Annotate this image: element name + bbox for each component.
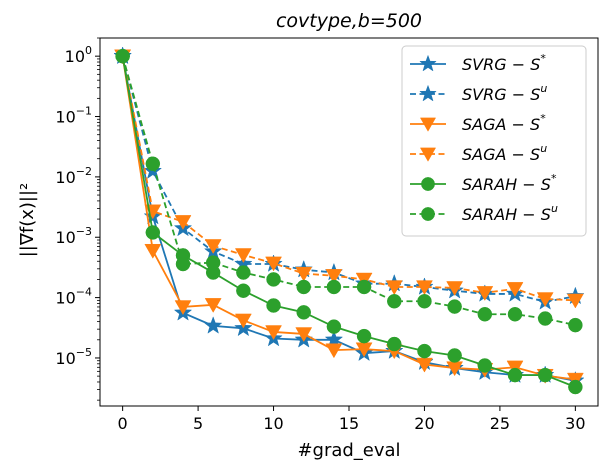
x-tick-label: 15 — [339, 414, 359, 433]
legend-label: SVRG − Su — [462, 82, 547, 104]
data-point-circle — [356, 328, 372, 344]
data-point-star — [419, 84, 437, 102]
x-tick-label: 10 — [263, 414, 283, 433]
series-sarah-star — [115, 48, 583, 395]
data-point-triangle — [295, 327, 313, 343]
series-line — [121, 56, 576, 382]
data-point-circle — [417, 343, 432, 359]
legend-item: SAGA − S* — [410, 112, 546, 134]
legend-item: SVRG − S* — [410, 52, 546, 74]
x-axis-label: #grad_eval — [297, 440, 400, 461]
data-point-circle — [568, 317, 583, 333]
data-point-triangle — [385, 280, 403, 296]
data-point-triangle — [174, 300, 192, 316]
legend-item: SAGA − Su — [410, 142, 547, 164]
series-layer — [113, 46, 585, 395]
y-axis-label: ||∇f(x)||² — [17, 183, 38, 258]
data-point-circle — [421, 207, 435, 221]
data-point-circle — [236, 283, 251, 298]
data-point-triangle — [536, 292, 554, 308]
legend-label: SVRG − S* — [462, 52, 546, 74]
series-line — [121, 55, 576, 326]
data-point-triangle — [419, 147, 437, 162]
data-point-circle — [326, 279, 342, 295]
data-point-triangle — [234, 313, 252, 329]
x-axis-ticks: 0 5 10 15 20 25 30 — [118, 406, 586, 433]
data-point-circle — [356, 279, 372, 295]
chart-title: covtype,b=500 — [276, 10, 422, 32]
data-point-circle — [115, 48, 130, 64]
x-tick-label: 20 — [414, 414, 434, 433]
data-point-triangle — [144, 243, 162, 259]
data-point-star — [203, 316, 223, 334]
y-tick-label: 10−1 — [55, 105, 92, 127]
x-tick-label: 0 — [118, 414, 128, 433]
data-point-triangle — [295, 266, 313, 282]
data-point-triangle — [419, 117, 437, 132]
x-tick-label: 25 — [490, 414, 510, 433]
series-line — [121, 56, 576, 381]
data-point-circle — [236, 265, 251, 280]
data-point-triangle — [174, 215, 192, 230]
data-point-circle — [507, 367, 523, 383]
data-point-circle — [447, 299, 462, 314]
data-point-star — [419, 54, 437, 72]
y-tick-label: 10−5 — [55, 346, 92, 368]
data-point-circle — [477, 306, 493, 322]
data-point-triangle — [204, 239, 222, 254]
legend-label: SAGA − S* — [462, 112, 546, 134]
data-point-triangle — [204, 298, 222, 313]
data-point-triangle — [416, 280, 433, 296]
data-point-circle — [568, 379, 583, 395]
legend-box — [401, 45, 587, 237]
data-point-circle — [296, 279, 311, 295]
data-point-triangle — [506, 282, 524, 297]
data-point-circle — [537, 311, 553, 326]
data-point-triangle — [566, 293, 584, 309]
data-point-circle — [537, 367, 553, 383]
legend-label: SAGA − Su — [462, 142, 547, 164]
series-sarah-u — [115, 48, 583, 333]
data-point-triangle — [476, 286, 494, 301]
legend: SVRG − S* SVRG − Su SAGA − S* SAGA − Su SARA… — [401, 45, 587, 237]
legend-item: SARAH − Su — [410, 202, 558, 224]
legend-item: SVRG − Su — [410, 82, 547, 104]
y-tick-label: 10−2 — [55, 165, 92, 187]
data-point-circle — [175, 256, 191, 272]
data-point-circle — [507, 306, 523, 322]
x-tick-label: 5 — [193, 414, 203, 433]
y-tick-label: 10−4 — [55, 286, 92, 308]
data-point-circle — [387, 336, 402, 352]
data-point-circle — [145, 156, 161, 172]
data-point-circle — [145, 225, 161, 240]
data-point-circle — [266, 272, 281, 287]
data-point-circle — [417, 294, 432, 309]
legend-label: SARAH − Su — [462, 202, 558, 224]
data-point-circle — [205, 255, 221, 270]
data-point-circle — [477, 358, 493, 373]
data-point-triangle — [325, 269, 343, 284]
data-point-triangle — [265, 325, 282, 341]
data-point-triangle — [265, 256, 282, 272]
legend-label: SARAH − S* — [462, 172, 557, 194]
y-tick-label: 100 — [65, 44, 92, 66]
data-point-circle — [447, 348, 462, 363]
series-line — [121, 55, 576, 302]
legend-item: SARAH − S* — [410, 172, 557, 194]
data-point-circle — [296, 305, 311, 320]
x-tick-label: 30 — [565, 414, 585, 433]
data-point-triangle — [446, 281, 464, 296]
series-line — [121, 55, 576, 303]
y-axis-ticks: 100 10−1 10−2 10−3 10−4 10−5 — [55, 37, 100, 401]
data-point-triangle — [234, 248, 252, 263]
y-tick-label: 10−3 — [55, 225, 92, 247]
data-point-circle — [326, 319, 342, 334]
data-point-circle — [266, 298, 281, 313]
data-point-circle — [387, 294, 402, 309]
data-point-circle — [421, 177, 435, 191]
data-point-triangle — [325, 343, 343, 359]
plot-area: 0 5 10 15 20 25 30 100 10−1 10−2 10−3 10−4 10−5 — [55, 37, 599, 433]
